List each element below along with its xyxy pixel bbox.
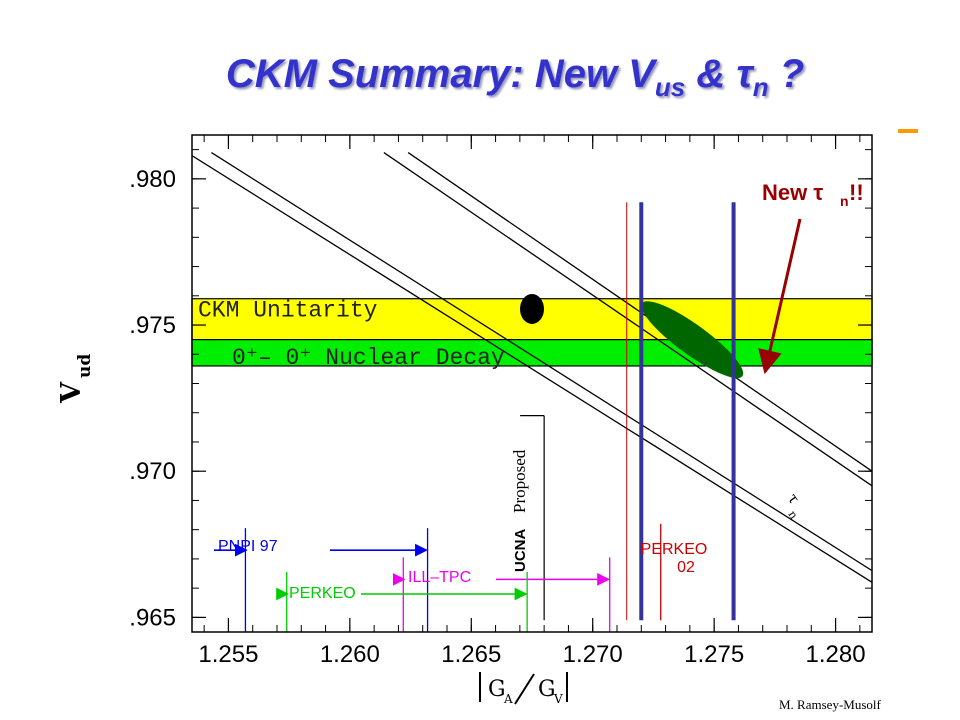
new-tau-label: New τ — [762, 180, 823, 205]
x-tick-label: 1.265 — [441, 641, 501, 668]
y-tick-label: .980 — [129, 166, 176, 193]
y-axis-label-v: V — [56, 381, 87, 404]
title-tau: τ — [736, 52, 753, 96]
ckm-unitarity-label: CKM Unitarity — [198, 298, 378, 324]
x-tick-label: 1.255 — [198, 641, 258, 668]
x-tick-label: 1.280 — [806, 641, 866, 668]
ill-tpc-marker-label: ILL–TPC — [408, 569, 471, 586]
x-axis-label-gv: G — [538, 677, 556, 702]
new-tau-suffix: !! — [849, 180, 864, 205]
title-tau-sub: n — [752, 72, 769, 102]
new-tau-arrow — [758, 218, 802, 375]
x-axis-label-v: V — [553, 692, 563, 706]
new-tau-sub-label: n — [840, 193, 849, 209]
y-tick-label: .970 — [129, 458, 176, 485]
author-credit: M. Ramsey-Musolf — [779, 697, 881, 712]
y-axis-label: Vud — [56, 354, 95, 404]
plot-frame — [191, 134, 873, 633]
tau-n-label: τ — [784, 490, 804, 507]
perkeo-marker-label: PERKEO — [289, 585, 356, 602]
x-axis-label-slash — [514, 673, 535, 705]
x-axis-label: GA GV — [479, 672, 568, 706]
x-tick-label: 1.275 — [684, 641, 744, 668]
tau-n-sub-label: n — [786, 508, 801, 521]
perkeo02-label: PERKEO — [641, 541, 708, 558]
y-tick-label: .975 — [129, 312, 176, 339]
x-axis-label-a: A — [503, 692, 513, 706]
slide-title: CKM Summary: New Vus & τn ? — [0, 52, 960, 103]
current-value-point — [520, 293, 544, 324]
title-main: CKM Summary: New V — [225, 52, 655, 96]
new-result-ellipse — [641, 301, 744, 379]
tau-n-band — [192, 151, 872, 583]
accent-dash — [898, 129, 918, 133]
tau-n-line — [192, 154, 872, 583]
ucna-proposed-label: Proposed — [510, 449, 529, 513]
tau-n-line — [211, 151, 872, 572]
nuclear-decay-label: 0⁺– 0⁺ Nuclear Decay — [232, 345, 505, 371]
y-tick-label: .965 — [129, 604, 176, 631]
title-amp: & — [685, 52, 737, 96]
pnpi97-marker-label: PNPI 97 — [218, 538, 278, 555]
title-sub: us — [654, 72, 686, 102]
ucna-label: UCNA — [512, 529, 529, 572]
title-end: ? — [768, 52, 805, 96]
x-tick-label: 1.270 — [563, 641, 623, 668]
x-tick-label: 1.260 — [320, 641, 380, 668]
tau-n-line — [383, 152, 872, 487]
x-axis-label-ga: G — [488, 677, 506, 702]
y-axis-label-sub: ud — [75, 354, 95, 378]
perkeo02-label-02: 02 — [677, 559, 695, 576]
